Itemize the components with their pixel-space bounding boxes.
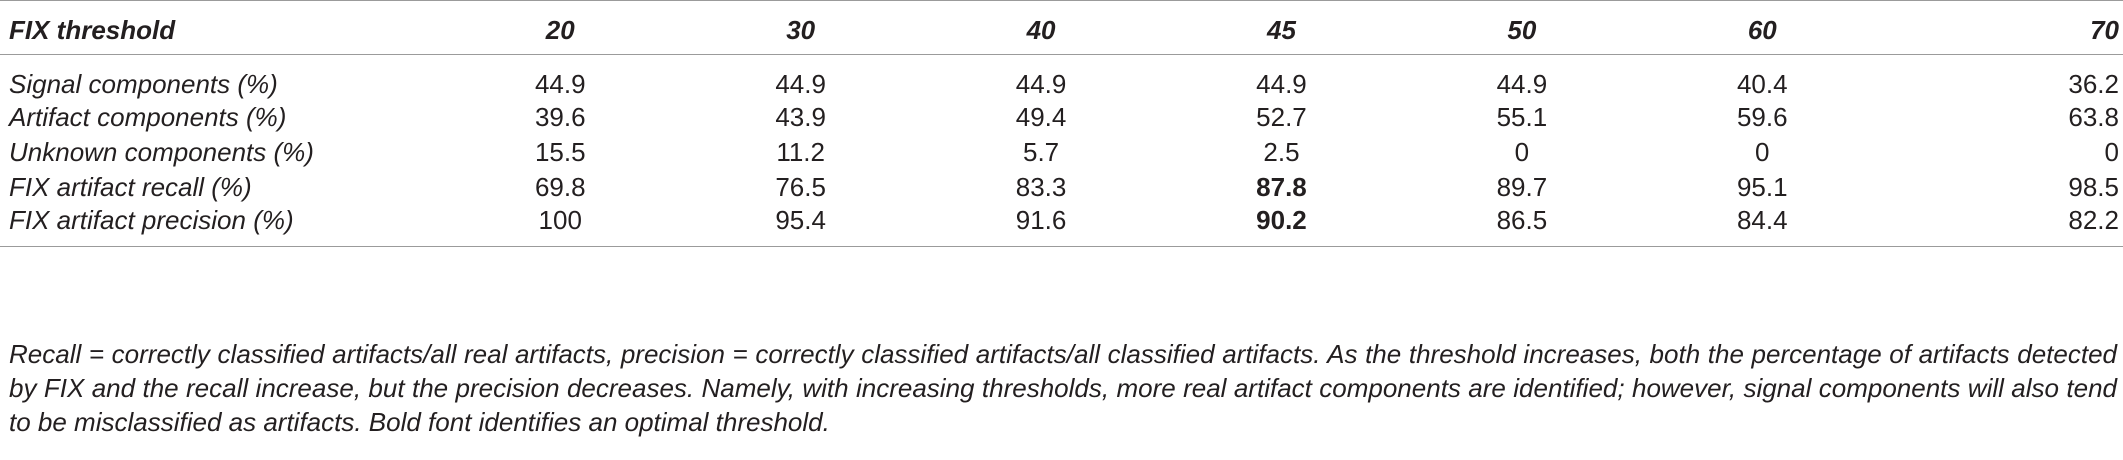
table-cell: 5.7 bbox=[1022, 137, 1060, 167]
table-cell: 0 bbox=[1755, 137, 1770, 167]
table-cell: 63.8 bbox=[2068, 102, 2119, 132]
table-cell: 82.2 bbox=[1882, 205, 2123, 247]
table-cell: 11.2 bbox=[776, 137, 825, 167]
table-cell: 43.9 bbox=[775, 102, 826, 132]
table-row: FIX artifact precision (%) 100 95.4 91.6… bbox=[0, 205, 2123, 247]
row-label: FIX artifact recall (%) bbox=[9, 172, 252, 202]
table-cell: 44.9 bbox=[1256, 69, 1307, 99]
table-cell: 15.5 bbox=[534, 137, 586, 167]
table-cell: 69.8 bbox=[534, 172, 586, 202]
table-cell: 44.9 bbox=[1496, 69, 1548, 99]
table-cell: 55.1 bbox=[1496, 102, 1548, 132]
table-cell-optimal: 90.2 bbox=[1161, 205, 1402, 247]
row-label: Signal components (%) bbox=[9, 69, 278, 99]
table-cell: 0 bbox=[1514, 137, 1530, 167]
table-cell: 89.7 bbox=[1496, 172, 1548, 202]
table-cell: 44.9 bbox=[534, 69, 586, 99]
header-threshold-40: 40 bbox=[920, 0, 1162, 55]
table-cell: 91.6 bbox=[920, 205, 1162, 247]
header-label: FIX threshold bbox=[0, 0, 441, 55]
table-row: Unknown components (%) 15.5 11.2 5.7 2.5… bbox=[0, 135, 2123, 170]
table-cell: 40.4 bbox=[1736, 69, 1788, 99]
header-threshold-30: 30 bbox=[680, 0, 921, 55]
table-cell: 86.5 bbox=[1401, 205, 1643, 247]
table-cell: 2.5 bbox=[1263, 137, 1300, 167]
table-cell: 98.5 bbox=[2068, 172, 2119, 202]
table-cell: 52.7 bbox=[1256, 102, 1307, 132]
table-row: Artifact components (%) 39.6 43.9 49.4 5… bbox=[0, 100, 2123, 135]
row-label: Artifact components (%) bbox=[9, 102, 287, 132]
table-cell: 59.6 bbox=[1736, 102, 1788, 132]
header-threshold-20: 20 bbox=[440, 0, 681, 55]
table-footnote: Recall = correctly classified artifacts/… bbox=[9, 339, 2117, 437]
table-cell: 84.4 bbox=[1642, 205, 1883, 247]
table-cell: 36.2 bbox=[2068, 69, 2119, 99]
table-row: Signal components (%) 44.9 44.9 44.9 44.… bbox=[0, 55, 2123, 101]
row-label: FIX artifact precision (%) bbox=[0, 205, 441, 247]
table-cell: 49.4 bbox=[1015, 102, 1067, 132]
row-label: Unknown components (%) bbox=[9, 137, 314, 167]
table-cell: 76.5 bbox=[775, 172, 826, 202]
header-threshold-50: 50 bbox=[1401, 0, 1643, 55]
table-cell: 44.9 bbox=[775, 69, 826, 99]
header-threshold-70: 70 bbox=[1882, 0, 2123, 55]
table-cell-optimal: 87.8 bbox=[1256, 172, 1307, 202]
table-row: FIX artifact recall (%) 69.8 76.5 83.3 8… bbox=[0, 170, 2123, 205]
table-cell: 39.6 bbox=[534, 102, 586, 132]
table-cell: 100 bbox=[440, 205, 681, 247]
table-cell: 95.4 bbox=[680, 205, 921, 247]
table-header-row: FIX threshold 20 30 40 45 50 60 70 bbox=[0, 0, 2123, 55]
header-threshold-45: 45 bbox=[1161, 0, 1402, 55]
table-cell: 0 bbox=[2104, 137, 2119, 167]
table-cell: 83.3 bbox=[1015, 172, 1067, 202]
table-cell: 44.9 bbox=[1015, 69, 1067, 99]
header-threshold-60: 60 bbox=[1642, 0, 1883, 55]
fix-threshold-table: FIX threshold 20 30 40 45 50 60 70 Signa… bbox=[0, 0, 2123, 247]
table-cell: 95.1 bbox=[1736, 172, 1788, 202]
